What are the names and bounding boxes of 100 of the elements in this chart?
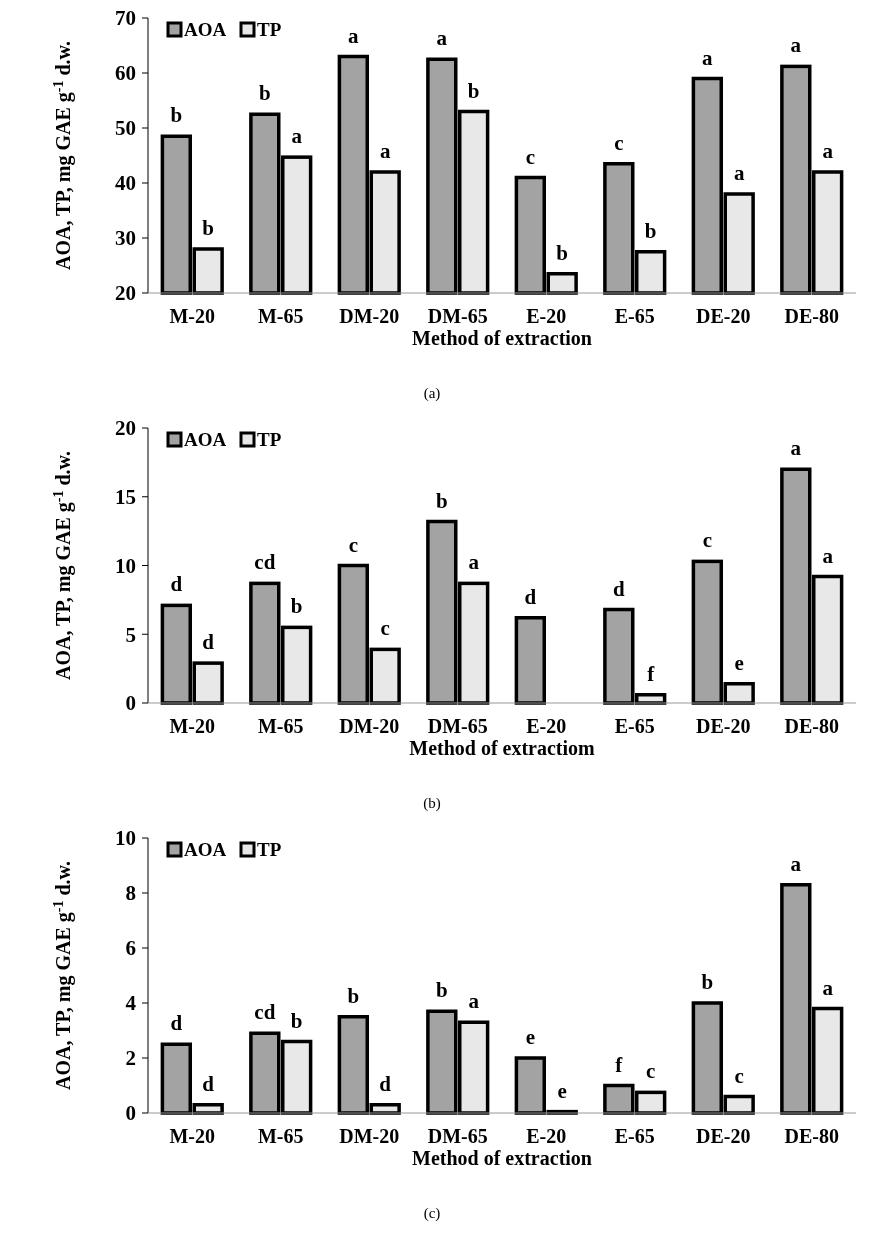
y-tick-label: 15 (115, 485, 136, 510)
x-tick-label: DE-80 (784, 1125, 839, 1147)
legend-label: TP (257, 19, 282, 40)
y-tick-label: 40 (115, 171, 136, 196)
annotation: a (468, 989, 480, 1014)
annotation: c (525, 144, 535, 169)
y-tick-label: 60 (115, 61, 136, 86)
legend-label: TP (257, 429, 282, 450)
annotation: cd (254, 1000, 276, 1025)
y-tick-label: 10 (115, 553, 136, 578)
x-tick-label: DM-20 (339, 1125, 400, 1147)
x-tick-label: M-65 (257, 715, 304, 737)
annotation: e (525, 1025, 535, 1049)
x-tick-label: M-20 (169, 1125, 216, 1147)
x-tick-label: DM-65 (427, 305, 488, 327)
annotation: a (790, 851, 802, 876)
annotation: b (202, 216, 215, 240)
x-tick-label: DE-80 (784, 305, 839, 327)
x-axis-title: Method of extractiom (409, 737, 596, 759)
annotation: e (557, 1078, 567, 1103)
annotation: b (467, 78, 480, 103)
annotation: a (702, 45, 714, 70)
y-tick-label: 0 (125, 1101, 136, 1126)
x-tick-label: M-65 (257, 1125, 304, 1147)
y-tick-label: 6 (125, 936, 136, 961)
x-axis-title: Method of extraction (412, 1147, 592, 1169)
annotation: a (733, 161, 745, 185)
annotation: a (436, 26, 448, 51)
annotation: b (290, 594, 303, 619)
y-tick-label: 2 (125, 1046, 136, 1071)
x-tick-label: E-65 (614, 715, 655, 737)
x-tick-label: E-20 (526, 715, 567, 737)
annotation: d (170, 572, 183, 597)
annotation: f (647, 661, 656, 686)
annotation: b (290, 1008, 303, 1033)
x-tick-label: E-20 (526, 305, 567, 327)
x-tick-label: DM-20 (339, 715, 400, 737)
annotation: a (822, 139, 834, 163)
annotation: b (644, 218, 657, 243)
annotation: a (790, 436, 802, 461)
y-tick-label: 20 (115, 416, 136, 441)
x-tick-label: E-65 (614, 305, 655, 327)
annotation: a (379, 139, 391, 163)
annotation: b (701, 970, 714, 994)
x-tick-label: M-20 (169, 715, 216, 737)
annotation: a (348, 23, 360, 48)
y-tick-label: 0 (125, 691, 136, 716)
annotation: c (614, 130, 624, 155)
annotation: c (734, 1063, 744, 1088)
x-tick-label: DE-20 (696, 1125, 751, 1147)
y-tick-label: 50 (115, 116, 136, 141)
y-tick-label: 4 (125, 991, 137, 1016)
annotation: b (347, 983, 360, 1008)
x-tick-label: DM-65 (427, 1125, 488, 1147)
annotation: d (202, 1071, 215, 1096)
annotation: f (615, 1052, 624, 1077)
x-tick-label: DM-20 (339, 305, 400, 327)
y-tick-label: 20 (115, 281, 136, 306)
text: (b) (423, 795, 441, 812)
x-tick-label: DE-20 (696, 715, 751, 737)
annotation: a (790, 33, 802, 58)
legend-label: AOA (184, 839, 227, 860)
y-tick-label: 5 (125, 622, 136, 647)
x-tick-label: DM-65 (427, 715, 488, 737)
text: (a) (423, 385, 441, 402)
x-tick-label: E-65 (614, 1125, 655, 1147)
annotation: e (734, 650, 744, 675)
annotation: c (348, 532, 358, 557)
y-tick-label: 8 (125, 881, 136, 906)
annotation: a (291, 124, 303, 149)
annotation: c (380, 616, 390, 641)
legend-label: AOA (184, 19, 227, 40)
x-tick-label: M-20 (169, 305, 216, 327)
legend-label: AOA (184, 429, 227, 450)
x-tick-label: E-20 (526, 1125, 567, 1147)
annotation: d (202, 630, 215, 655)
annotation: c (646, 1059, 656, 1084)
y-tick-label: 10 (115, 826, 136, 851)
x-tick-label: DE-20 (696, 305, 751, 327)
y-tick-label: 70 (115, 6, 136, 31)
annotation: b (170, 103, 183, 128)
annotation: c (702, 528, 712, 553)
annotation: b (258, 81, 271, 106)
legend-label: TP (257, 839, 282, 860)
annotation: a (822, 543, 834, 568)
x-tick-label: DE-80 (784, 715, 839, 737)
annotation: d (524, 584, 537, 609)
y-tick-label: 30 (115, 226, 136, 251)
annotation: cd (254, 550, 276, 575)
annotation: d (379, 1071, 392, 1096)
annotation: b (556, 240, 569, 265)
annotation: d (612, 576, 625, 601)
annotation: d (170, 1011, 183, 1036)
x-tick-label: M-65 (257, 305, 304, 327)
annotation: a (822, 975, 834, 1000)
annotation: b (435, 978, 448, 1003)
text: (c) (423, 1205, 441, 1222)
annotation: a (468, 550, 480, 575)
annotation: b (435, 488, 448, 513)
x-axis-title: Method of extraction (412, 327, 592, 349)
